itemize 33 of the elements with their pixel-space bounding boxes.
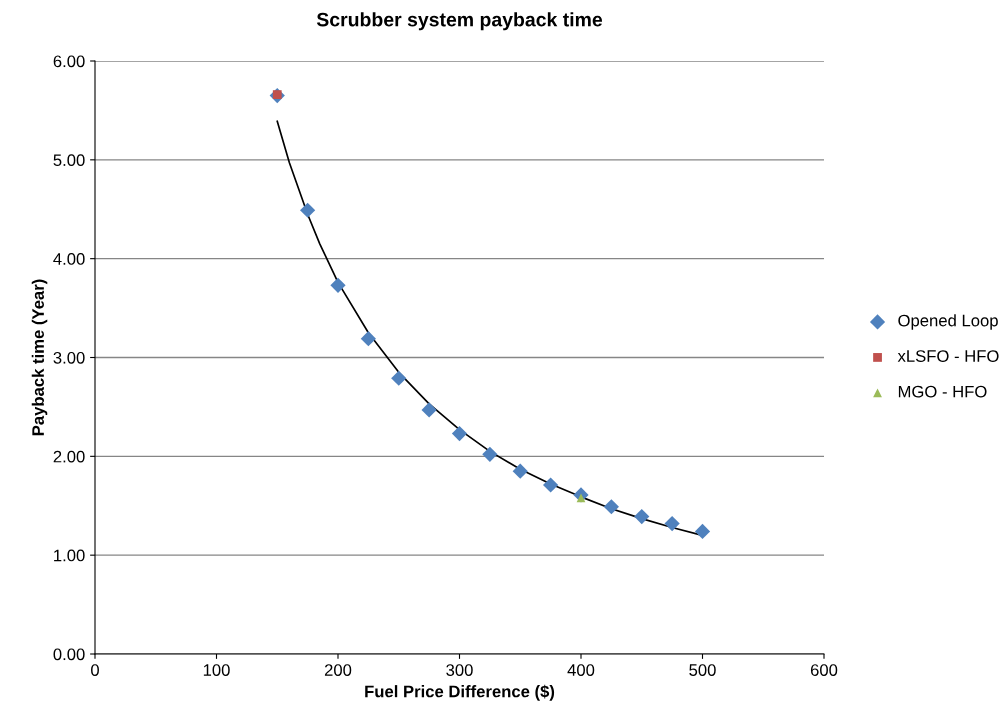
- y-tick-label: 3.00: [53, 351, 85, 364]
- y-tick-label: 2.00: [53, 450, 85, 463]
- point: [512, 463, 528, 479]
- point: [360, 331, 376, 347]
- y-tick-label: 1.00: [54, 549, 85, 562]
- legend-label: xLSFO - HFO: [897, 350, 999, 362]
- point: [391, 370, 407, 386]
- x-tick-label: 400: [567, 664, 595, 676]
- y-tick-label: 0.00: [53, 648, 85, 661]
- point: [482, 446, 498, 462]
- x-tick-label: 500: [689, 664, 716, 676]
- legend-label: MGO - HFO: [898, 385, 987, 398]
- chart-title: Scrubber system payback time: [316, 12, 603, 31]
- point: [330, 277, 346, 293]
- y-tick-label: 5.00: [53, 154, 85, 167]
- point: [694, 523, 711, 540]
- y-tick-label: 4.00: [53, 253, 85, 265]
- point: [451, 425, 468, 442]
- point: [543, 477, 559, 493]
- point: [603, 499, 619, 515]
- x-tick-label: 200: [324, 664, 352, 676]
- x-axis-title: Fuel Price Difference ($): [365, 684, 555, 701]
- point: [634, 509, 650, 525]
- y-axis-title: Payback time (Year): [31, 279, 48, 436]
- point: [300, 202, 316, 218]
- x-tick-label: 300: [446, 664, 473, 676]
- x-tick-label: 0: [91, 664, 99, 676]
- legend-label: Opened Loop: [898, 314, 998, 330]
- y-tick-label: 6.00: [53, 55, 85, 68]
- point: [664, 515, 680, 532]
- x-tick-label: 100: [203, 664, 230, 676]
- point: [421, 402, 437, 418]
- x-tick-label: 600: [810, 664, 838, 676]
